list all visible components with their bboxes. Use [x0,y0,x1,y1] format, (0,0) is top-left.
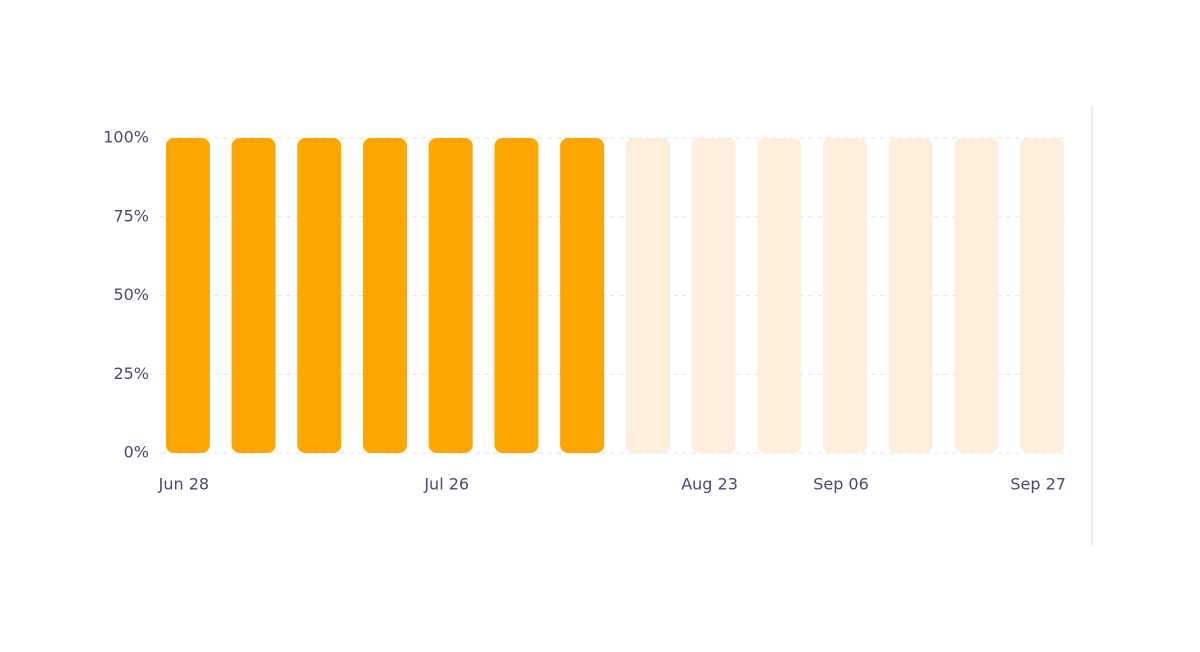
bar [428,138,473,453]
bar [691,138,736,453]
y-tick-label: 0% [124,443,149,462]
bar [165,138,210,453]
y-tick-label: 50% [113,285,149,304]
y-tick-label: 25% [113,364,149,383]
bar [888,138,933,453]
x-tick-label: Sep 27 [1010,475,1066,494]
x-tick-label: Jul 26 [423,475,469,494]
bar [363,138,407,453]
bar [1020,138,1065,453]
y-tick-label: 75% [113,206,149,225]
bar [823,138,867,453]
bar [625,138,670,453]
bar [231,138,276,453]
y-tick-label: 100% [103,128,149,147]
bar [560,138,605,453]
bar [494,138,539,453]
bar [954,138,999,453]
x-tick-label: Jun 28 [158,475,209,494]
bar [757,138,802,453]
bar [297,138,342,453]
x-tick-label: Aug 23 [681,475,738,494]
x-tick-label: Sep 06 [813,475,869,494]
